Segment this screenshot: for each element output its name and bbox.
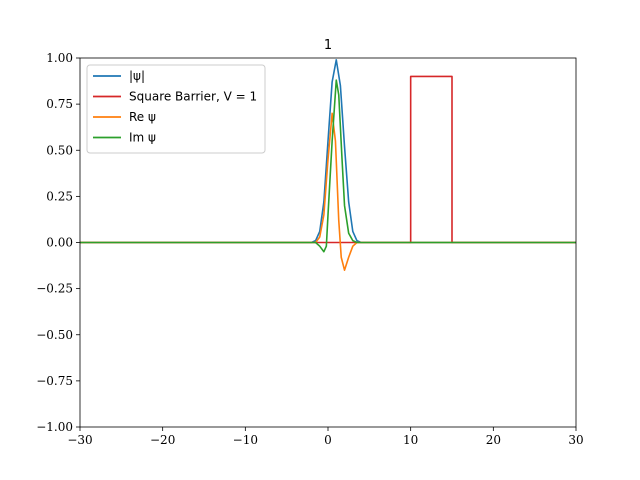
y-tick-label: 0.00	[46, 236, 73, 250]
series-line-2	[80, 112, 576, 271]
x-tick-label: −20	[150, 433, 175, 447]
legend-label-3: Im ψ	[129, 131, 156, 145]
y-tick-label: 0.50	[46, 143, 73, 157]
series-line-0	[80, 59, 576, 244]
legend-label-1: Square Barrier, V = 1	[129, 90, 257, 104]
legend: |ψ| Square Barrier, V = 1 Re ψ Im ψ	[86, 64, 266, 154]
x-tick-label: 20	[486, 433, 501, 447]
x-tick-label: −10	[233, 433, 258, 447]
legend-label-2: Re ψ	[129, 110, 156, 124]
series-line-3	[80, 79, 576, 253]
x-tick-label: 30	[568, 433, 583, 447]
ticks-layer: −30 −20 −10 0 10 20 30 −1.00 −0.75 −0.50 −0.25 0.00…	[36, 51, 583, 447]
chart-title: 1	[324, 38, 332, 53]
y-tick-label: −0.50	[36, 328, 73, 342]
y-tick-label: 0.75	[46, 97, 73, 111]
y-tick-label: 1.00	[46, 51, 73, 65]
y-tick-label: −1.00	[36, 420, 73, 434]
x-tick-label: −30	[67, 433, 92, 447]
y-tick-label: 0.25	[46, 189, 73, 203]
legend-label-0: |ψ|	[129, 69, 145, 83]
y-tick-label: −0.75	[36, 374, 73, 388]
series-layer	[80, 59, 576, 271]
x-tick-label: 0	[324, 433, 332, 447]
y-tick-label: −0.25	[36, 282, 73, 296]
x-tick-label: 10	[403, 433, 418, 447]
legend-box	[86, 64, 266, 154]
